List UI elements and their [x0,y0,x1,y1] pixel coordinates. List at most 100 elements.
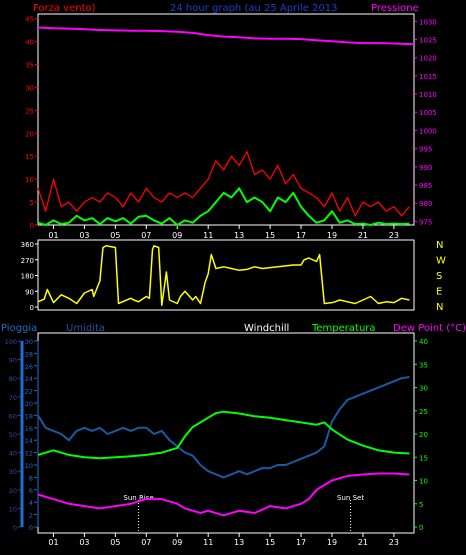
wind-panel-frame [37,13,415,226]
pressure-axis-label: 985 [419,182,432,190]
humidity-axis-label: 50 [9,431,17,439]
pressure-series [37,26,415,46]
dewpoint-series [37,472,410,517]
compass-label: E [436,287,442,298]
x-tick-label: 07 [141,538,151,547]
dewpoint-label: Dew Point (°C) [393,323,466,334]
direction-axis-label: 0 [30,304,34,312]
wind-axis-label: 10 [25,176,34,184]
pressure-axis-label: 1020 [419,55,437,63]
rain-axis-label: 24 [25,375,33,383]
humidity-axis-label: 0 [13,524,17,532]
windchill-label: Windchill [244,323,289,334]
pressure-axis-label: 1005 [419,109,437,117]
x-tick-label: 03 [79,231,89,240]
chart-title: 24 hour graph (au 25 Aprile 2013 [170,3,338,14]
x-tick-label: 17 [296,538,306,547]
rain-axis-label: 4 [29,499,33,507]
rain-axis-label: 14 [25,437,33,445]
rain-axis-label: 8 [29,474,33,482]
humidity-axis-label: 30 [9,468,17,476]
x-tick-label: 15 [265,231,275,240]
temperature-axis-label: 15 [419,454,428,462]
humidity-axis-label: 100 [5,338,17,346]
climate-chart: 1009080706050403020100302826242220181614… [5,338,428,547]
sunrise-label: Sun Rise [123,494,153,502]
wind-axis-label: 45 [25,16,34,24]
temperature-axis-label: 40 [419,338,428,346]
direction-axis-label: 270 [21,257,34,265]
wind-average-series [37,187,410,226]
x-tick-label: 19 [327,538,337,547]
wind-speed-label: Forza vento) [33,3,96,14]
direction-axis-label: 90 [25,288,34,296]
wind-axis-label: 35 [25,61,34,69]
x-tick-label: 21 [358,231,368,240]
wind-direction-series [37,245,410,307]
x-tick-label: 21 [358,538,368,547]
rain-axis-label: 0 [29,524,33,532]
humidity-axis-label: 20 [9,487,17,495]
rain-axis-label: 12 [25,450,33,458]
compass-label: N [436,302,443,313]
humidity-series [37,376,410,479]
humidity-axis-label: 10 [9,505,17,513]
x-tick-label: 11 [203,231,213,240]
x-tick-label: 05 [110,538,120,547]
temperature-axis-label: 0 [419,524,423,532]
temperature-axis-label: 35 [419,361,428,369]
pressure-axis-label: 1030 [419,18,437,26]
pressure-axis-label: 990 [419,164,432,172]
x-tick-label: 13 [234,231,244,240]
temperature-axis-label: 25 [419,408,428,416]
x-tick-label: 09 [172,231,182,240]
humidity-axis-label: 70 [9,394,17,402]
x-tick-label: 13 [234,538,244,547]
x-tick-label: 15 [265,538,275,547]
rain-axis-label: 26 [25,363,33,371]
humidity-axis-label: Umidita [66,323,105,334]
rain-axis-label: 10 [25,462,33,470]
x-tick-label: 05 [110,231,120,240]
rain-axis-label: 6 [29,487,33,495]
pressure-axis-label: 1025 [419,36,437,44]
humidity-axis-label: 90 [9,357,17,365]
wind-axis-label: 30 [25,84,34,92]
x-tick-label: 09 [172,538,182,547]
pressure-axis-label: 975 [419,218,432,226]
x-tick-label: 23 [389,231,399,240]
pressure-axis-label: 995 [419,146,432,154]
pressure-label: Pressione [371,3,419,14]
wind-axis-label: 40 [25,39,34,47]
wind-gust-series [37,150,410,217]
compass-label: W [436,256,446,267]
pressure-axis-label: 1015 [419,73,437,81]
x-tick-label: 03 [79,538,89,547]
temperature-series [37,410,410,460]
pressure-axis-label: 980 [419,200,432,208]
direction-axis-label: 360 [21,241,34,249]
temperature-axis-label: 10 [419,478,428,486]
temperature-label: Temperatura [311,323,376,334]
rain-axis-label: 2 [29,512,33,520]
rain-axis-label: 30 [25,338,33,346]
rain-axis-label: 18 [25,412,33,420]
direction-axis-label: 180 [21,273,34,281]
compass-label: S [436,271,442,282]
rain-axis-label: 28 [25,350,33,358]
wind-axis-label: 5 [30,199,34,207]
x-tick-label: 19 [327,231,337,240]
humidity-axis-label: 60 [9,412,17,420]
temperature-axis-label: 20 [419,431,428,439]
temperature-axis-label: 5 [419,501,423,509]
wind-axis-label: 0 [30,222,34,230]
pressure-axis-label: 1010 [419,91,437,99]
x-tick-label: 23 [389,538,399,547]
rain-axis-label: Pioggia [1,323,37,334]
wind-pressure-chart: 4540353025201510501030102510201015101010… [25,16,437,240]
rain-axis-label: 20 [25,400,33,408]
x-tick-label: 07 [141,231,151,240]
wind-axis-label: 20 [25,130,34,138]
